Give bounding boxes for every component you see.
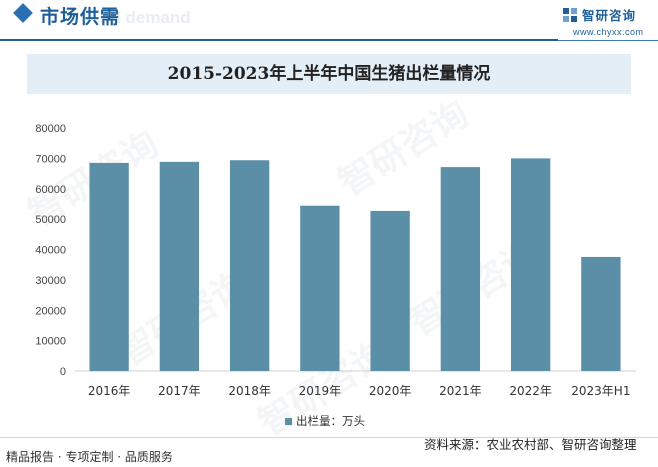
x-tick-label: 2021年: [439, 384, 482, 398]
chart-title-banner: 2015-2023年上半年中国生猪出栏量情况: [27, 54, 631, 94]
y-tick-label: 40000: [35, 245, 66, 257]
brand-url[interactable]: www.chyxx.com: [573, 27, 644, 37]
y-tick-label: 20000: [35, 305, 66, 317]
legend-label: 出栏量：万头: [296, 414, 365, 428]
section-title: 市场供需: [40, 6, 121, 28]
brand-logo[interactable]: 智研咨询: [562, 5, 636, 24]
page-header: nd demand 市场供需 智研咨询 www.chyxx.com: [0, 0, 658, 37]
legend-swatch: [285, 417, 292, 425]
bar: [581, 256, 621, 371]
chart-legend: 出栏量：万头: [285, 413, 365, 429]
x-tick-label: 2022年: [509, 384, 552, 398]
bar: [159, 161, 200, 371]
y-tick-label: 30000: [35, 275, 66, 287]
x-tick-label: 2016年: [88, 384, 131, 398]
bar: [300, 205, 340, 371]
section-subtitle-ghost: nd demand: [100, 8, 191, 27]
chart-title: 2015-2023年上半年中国生猪出栏量情况: [167, 64, 491, 84]
bar: [89, 162, 129, 371]
y-tick-label: 50000: [35, 214, 66, 226]
bar: [440, 167, 481, 371]
y-tick-label: 80000: [35, 123, 66, 135]
x-tick-label: 2019年: [299, 384, 342, 398]
data-source-note: 资料来源：农业农村部、智研咨询整理: [424, 437, 637, 452]
y-tick-label: 60000: [35, 184, 66, 196]
bar: [229, 160, 270, 371]
footer-divider: [0, 437, 658, 438]
brand-name: 智研咨询: [582, 8, 637, 23]
brand-mark-icon: [563, 7, 577, 22]
bar: [370, 210, 410, 371]
x-tick-label: 2023年H1: [571, 384, 630, 398]
y-tick-label: 70000: [35, 153, 66, 165]
header-divider-accent: [0, 39, 558, 41]
bar: [510, 158, 551, 371]
x-tick-label: 2017年: [158, 384, 201, 398]
footer-tagline: 精品报告 · 专项定制 · 品质服务: [6, 450, 173, 464]
x-tick-label: 2020年: [369, 384, 412, 398]
y-tick-label: 0: [60, 366, 66, 378]
x-tick-label: 2018年: [228, 384, 271, 398]
y-tick-label: 10000: [35, 336, 66, 348]
